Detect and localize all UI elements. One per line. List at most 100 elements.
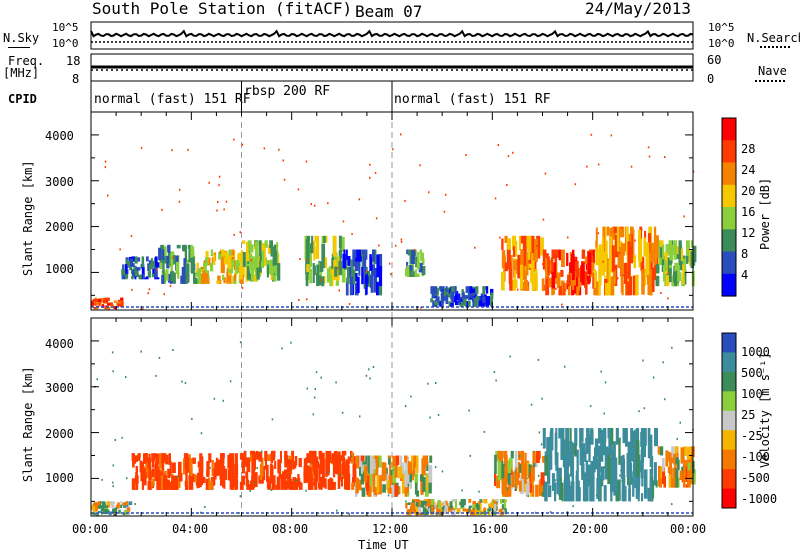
power-echo-10	[572, 271, 575, 280]
power-echo-8	[462, 292, 465, 301]
velocity-echo-3	[404, 487, 407, 497]
velocity-echo-2	[345, 459, 350, 478]
velocity-scatter	[369, 377, 371, 380]
power-echo-2	[161, 275, 165, 284]
power-echo-11	[598, 244, 603, 276]
velocity-echo-1	[202, 477, 206, 484]
power-echo-1	[127, 260, 130, 267]
velocity-echo-2	[289, 481, 293, 490]
y-tick-p2-4000: 4000	[45, 337, 74, 351]
velocity-echo-1	[209, 480, 213, 490]
power-echo-10	[558, 249, 561, 260]
power-echo-8	[482, 286, 486, 294]
velocity-echo-1	[221, 453, 225, 464]
velocity-echo-2	[252, 452, 256, 470]
velocity-echo-2	[319, 450, 323, 465]
power-echo-0	[92, 298, 97, 303]
velocity-scatter	[662, 361, 664, 364]
power-echo-3	[235, 264, 238, 274]
power-scatter	[664, 156, 666, 159]
power-scatter	[310, 203, 312, 206]
power-echo-9	[525, 235, 530, 250]
velocity-echo-7	[671, 446, 675, 458]
power-echo-9	[514, 258, 516, 284]
power-echo-4	[270, 271, 273, 280]
power-colorbar-swatch	[722, 273, 736, 297]
power-echo-11	[635, 274, 639, 296]
x-tick-0800: 08:00	[272, 522, 309, 536]
velocity-echo-1	[230, 458, 235, 477]
power-echo-8	[472, 299, 477, 307]
velocity-echo-3	[375, 468, 379, 476]
power-echo-9	[531, 273, 536, 291]
power-echo-1	[152, 268, 155, 275]
power-colorbar-swatch	[722, 184, 736, 208]
velocity-echo-7	[661, 467, 666, 484]
freq-label-1: Freq.	[8, 54, 45, 68]
power-echo-6	[349, 276, 354, 296]
velocity-echo-2	[325, 450, 329, 464]
power-echo-11	[598, 273, 602, 286]
velocity-echo-6	[607, 454, 611, 485]
velocity-echo-2	[340, 476, 343, 487]
velocity-echo-6	[570, 481, 575, 502]
velocity-echo-5	[510, 450, 514, 459]
power-scatter	[365, 270, 368, 273]
velocity-echo-2	[294, 456, 298, 466]
velocity-scatter	[96, 378, 98, 381]
velocity-scatter	[271, 418, 274, 421]
power-scatter	[169, 285, 172, 288]
x-tick-2000: 20:00	[572, 522, 609, 536]
velocity-echo-6	[544, 455, 548, 476]
power-echo-0	[116, 302, 119, 306]
y-tick-p2-1000: 1000	[45, 471, 74, 485]
power-scatter	[306, 298, 308, 301]
velocity-echo-0	[122, 512, 126, 516]
power-echo-12	[655, 275, 660, 287]
velocity-echo-1	[185, 483, 188, 490]
velocity-echo-2	[250, 450, 255, 455]
velocity-echo-1	[224, 468, 228, 480]
power-echo-11	[604, 226, 607, 246]
velocity-echo-3	[416, 490, 420, 497]
velocity-echo-4	[488, 503, 492, 512]
velocity-echo-0	[100, 506, 105, 513]
velocity-echo-7	[680, 447, 685, 464]
power-echo-8	[436, 296, 440, 306]
velocity-echo-3	[422, 455, 427, 461]
vel-tick-100: 100	[741, 387, 763, 401]
y-tick-p1-2000: 2000	[45, 220, 74, 234]
velocity-echo-4	[501, 499, 506, 503]
power-echo-2	[176, 244, 181, 249]
power-echo-12	[692, 245, 697, 263]
power-echo-11	[602, 243, 605, 276]
velocity-echo-6	[562, 456, 565, 468]
power-echo-6	[355, 249, 359, 262]
power-echo-4	[277, 263, 281, 281]
y-tick-p1-3000: 3000	[45, 175, 74, 189]
velocity-echo-2	[352, 459, 356, 474]
power-echo-11	[605, 283, 609, 296]
velocity-echo-5	[539, 481, 544, 493]
velocity-echo-6	[564, 467, 568, 502]
power-echo-6	[350, 259, 354, 275]
power-echo-5	[330, 269, 334, 287]
velocity-echo-0	[115, 504, 120, 509]
velocity-echo-5	[535, 484, 539, 497]
power-scatter	[474, 246, 476, 249]
velocity-echo-3	[388, 458, 391, 465]
velocity-echo-1	[148, 465, 152, 479]
velocity-echo-2	[318, 476, 323, 490]
y-label-velocity-panel: Slant Range [km]	[21, 366, 35, 482]
velocity-echo-5	[509, 474, 513, 490]
power-echo-0	[105, 301, 109, 304]
velocity-echo-6	[610, 481, 613, 502]
velocity-echo-0	[98, 505, 101, 509]
power-echo-9	[503, 254, 506, 282]
velocity-scatter	[229, 380, 232, 383]
velocity-echo-2	[303, 471, 306, 478]
power-echo-10	[584, 256, 588, 265]
power-scatter	[390, 273, 392, 276]
power-echo-1	[124, 264, 128, 274]
